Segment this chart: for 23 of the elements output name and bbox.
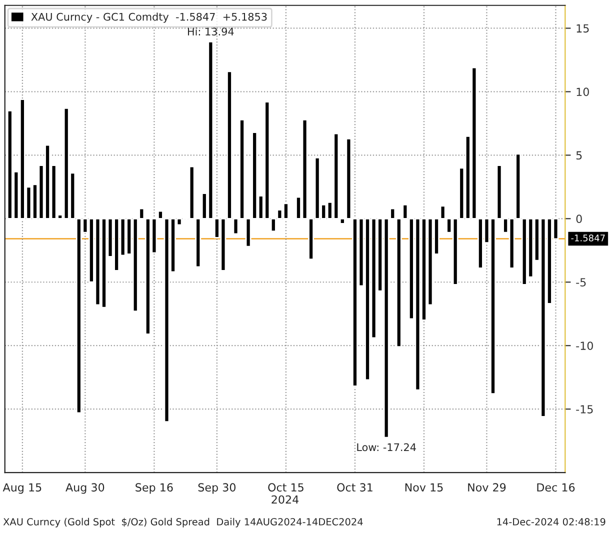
ref-line-label: -1.5847 <box>571 234 605 242</box>
y-tick-label: 5 <box>576 151 582 160</box>
x-tick-label: Sep 30 <box>198 483 236 494</box>
x-axis-title: 2024 <box>272 495 299 504</box>
text: XAU Curncy (Gold Spot $/Oz) Gold Spread Daily 14AUG2024-14DEC2024 <box>3 518 363 528</box>
text: 14-Dec-2024 02:48:19 <box>497 518 606 526</box>
y-tick-label: -15 <box>576 405 593 414</box>
x-tick-label: Nov 29 <box>468 483 506 492</box>
x-tick-label: Oct 15 <box>268 483 304 492</box>
x-tick-label: Nov 15 <box>405 483 443 492</box>
annotation: Low: -17.24 <box>357 443 416 452</box>
y-tick-label: 0 <box>576 214 582 224</box>
x-tick-label: Sep 16 <box>136 483 173 494</box>
annotation: Hi: 13.94 <box>188 27 234 36</box>
x-tick-label: Aug 30 <box>66 483 104 494</box>
x-tick-label: Dec 16 <box>537 483 575 492</box>
legend-label: XAU Curncy - GC1 Comdty -1.5847 +5.1853 <box>31 12 267 23</box>
x-tick-label: Aug 15 <box>2 483 42 494</box>
y-tick-label: -10 <box>576 342 593 350</box>
y-tick-label: 10 <box>576 88 589 96</box>
y-tick-label: 15 <box>576 24 589 33</box>
y-tick-label: -5 <box>576 278 586 287</box>
x-tick-label: Oct 31 <box>337 483 372 492</box>
